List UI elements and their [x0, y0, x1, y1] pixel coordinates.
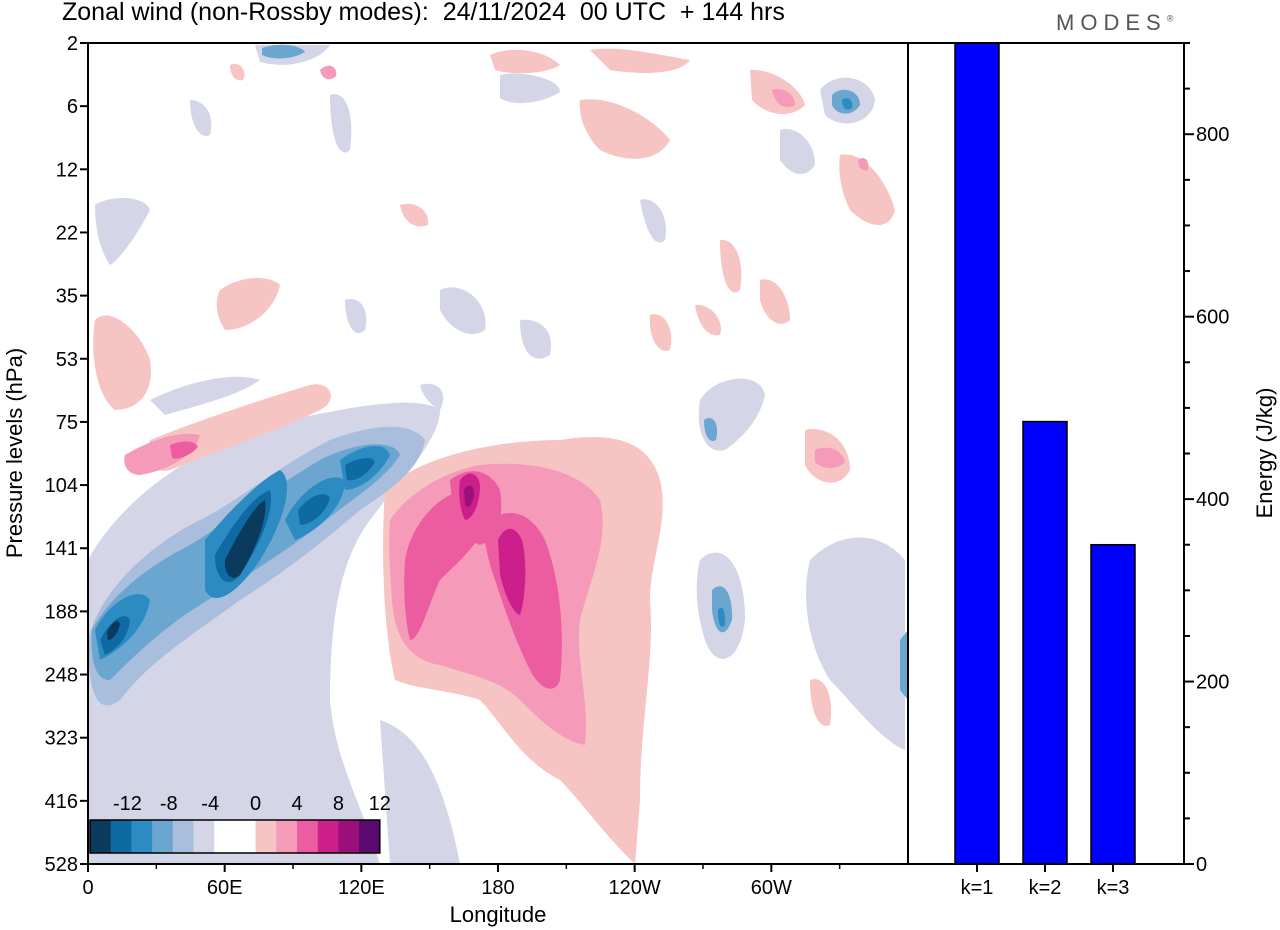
colorbar-swatch: [172, 820, 194, 853]
energy-bar: [954, 42, 1000, 865]
y-tick-label: 75: [56, 412, 78, 434]
y-tick-label: 188: [45, 601, 78, 623]
y-tick-label: 2: [67, 33, 78, 55]
bar-category-label: k=1: [961, 877, 994, 899]
colorbar-swatch: [234, 820, 257, 853]
energy-bar: [1022, 420, 1068, 865]
colorbar-frame: [89, 819, 381, 854]
positive-region: [124, 65, 869, 745]
colorbar-label: 0: [250, 793, 261, 815]
brand-mark: ®: [1166, 13, 1174, 24]
negative-band: [88, 44, 908, 706]
y-tick-label: 528: [45, 854, 78, 876]
x-tick-label: 180: [481, 877, 514, 899]
energy-bar-chart: k=1 k=2 k=3: [954, 42, 1136, 899]
colorbar-swatch: [152, 820, 174, 853]
colorbar-swatch: [214, 820, 236, 853]
y-tick-label: 22: [56, 222, 78, 244]
y-tick-label: 6: [67, 96, 78, 118]
y-tick-label: 416: [45, 791, 78, 813]
colorbar-label: -12: [113, 793, 142, 815]
modes-logo: MODES®: [1056, 10, 1173, 36]
heatmap-xlabel: Longitude: [450, 902, 547, 927]
colorbar-label: 8: [333, 793, 344, 815]
x-tick-label: 60W: [751, 877, 792, 899]
colorbar-swatch: [276, 820, 298, 853]
y-tick-label: 323: [45, 728, 78, 750]
colorbar: -12 -8 -4 0 4 8 12: [89, 793, 391, 854]
colorbar-swatch: [317, 820, 339, 853]
colorbar-label: -4: [201, 793, 219, 815]
colorbar-swatch: [338, 820, 360, 853]
y-tick-label: 53: [56, 349, 78, 371]
energy-tick-label: 0: [1196, 854, 1207, 876]
colorbar-label: 4: [291, 793, 302, 815]
colorbar-swatch: [297, 820, 319, 853]
x-tick-label: 120E: [338, 877, 385, 899]
brand-text: MODES: [1056, 10, 1167, 35]
colorbar-swatch: [193, 820, 215, 853]
x-tick-label: 120W: [609, 877, 661, 899]
colorbar-swatch: [359, 820, 381, 853]
colorbar-swatch: [90, 820, 112, 853]
energy-tick-label: 200: [1196, 672, 1229, 694]
colorbar-label: -8: [160, 793, 178, 815]
weak-negative-regions: [88, 45, 905, 864]
energy-axis: 0 200 400 600 800: [1184, 42, 1229, 876]
y-tick-label: 35: [56, 286, 78, 308]
zonal-wind-heatmap: [88, 43, 908, 864]
colorbar-label: 12: [369, 793, 391, 815]
colorbar-swatch: [131, 820, 153, 853]
chart-title: Zonal wind (non-Rossby modes): 24/11/202…: [62, 0, 785, 26]
colorbar-swatch: [110, 820, 132, 853]
energy-ylabel: Energy (J/kg): [1252, 388, 1277, 519]
y-tick-label: 104: [45, 475, 78, 497]
heatmap-ylabel: Pressure levels (hPa): [2, 348, 27, 558]
bar-category-label: k=3: [1097, 877, 1130, 899]
pressure-axis: 2 6 12 22 35 53 75 104 141 188 248 323 416 528: [45, 33, 88, 876]
longitude-axis: 0 60E 120E 180 120W 60W: [82, 864, 841, 899]
energy-bar: [1090, 543, 1136, 865]
energy-tick-label: 800: [1196, 124, 1229, 146]
y-tick-label: 12: [56, 159, 78, 181]
y-tick-label: 248: [45, 665, 78, 687]
y-tick-label: 141: [45, 538, 78, 560]
bar-category-label: k=2: [1029, 877, 1062, 899]
energy-tick-label: 400: [1196, 489, 1229, 511]
colorbar-swatch: [255, 820, 277, 853]
x-tick-label: 60E: [207, 877, 243, 899]
x-tick-label: 0: [82, 877, 93, 899]
energy-tick-label: 600: [1196, 307, 1229, 329]
